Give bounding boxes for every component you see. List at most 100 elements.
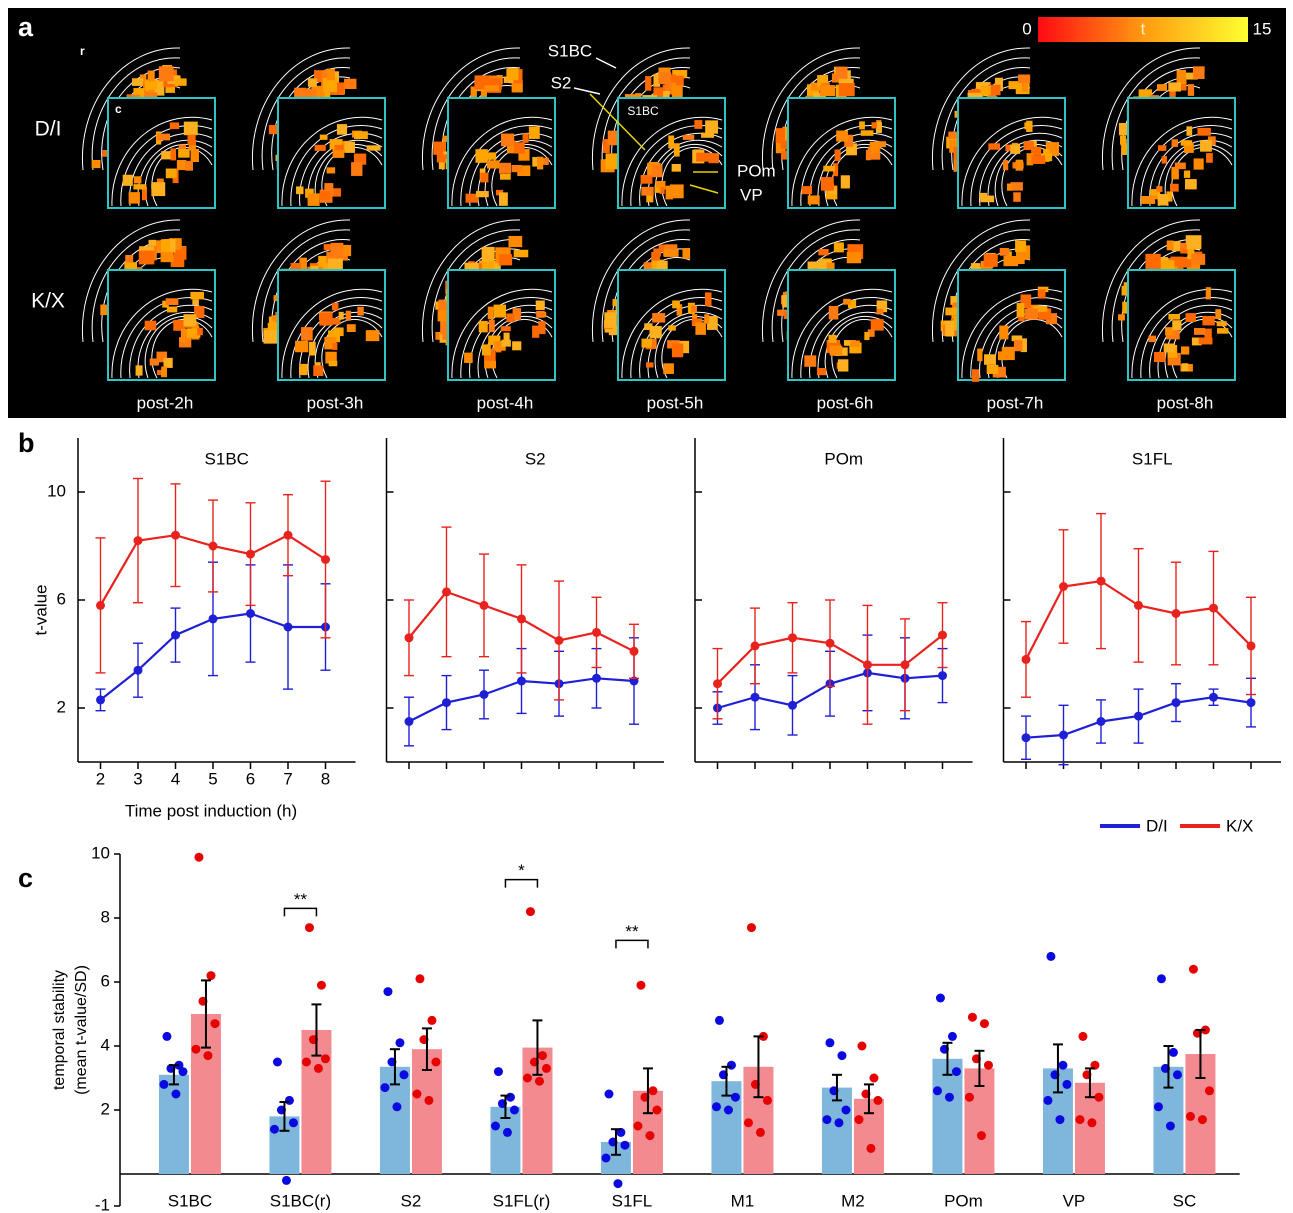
data-point [526,907,535,916]
activation [129,192,140,203]
activation [1181,346,1189,354]
activation [1018,74,1030,83]
chart-title: POm [824,449,863,468]
activation [335,145,344,150]
activation [178,149,190,158]
marker [134,536,143,545]
activation [1172,139,1178,147]
activation [185,161,193,171]
activation [489,320,495,332]
activation [1013,192,1021,202]
activation [514,142,525,153]
activation [170,122,179,129]
x-tick-label: POm [944,1191,983,1210]
data-point [412,1090,421,1099]
data-point [1157,974,1166,983]
activation [366,330,380,341]
activation [672,164,681,172]
colorbar-max: 15 [1253,19,1272,38]
activation [346,311,351,321]
activation [818,249,828,255]
y-axis-label: temporal stability [51,970,68,1090]
activation [646,362,654,367]
marker [901,660,910,669]
activation [1038,289,1046,298]
activation [1168,314,1180,320]
data-point [945,1093,954,1102]
activation [327,167,336,173]
activation [319,312,332,325]
panel-label: a [18,12,34,42]
activation [508,236,522,247]
time-label: post-7h [987,393,1044,412]
data-point [399,1070,408,1079]
data-point [724,1106,733,1115]
marker [480,601,489,610]
region-label: VP [740,185,763,204]
marker [713,679,722,688]
activation [170,148,176,160]
activation [1014,340,1023,351]
data-point [427,1016,436,1025]
data-point [763,1096,772,1105]
activation [839,83,855,96]
bar [159,1075,189,1174]
data-point [980,1019,989,1028]
y-tick-label: -1 [95,1195,110,1213]
activation [476,191,489,197]
marker [1209,604,1218,613]
data-point [491,1122,500,1131]
data-point [841,1106,850,1115]
data-point [984,1061,993,1070]
activation [309,342,316,356]
activation [1158,194,1169,206]
activation [327,69,335,81]
activation [1181,140,1192,146]
x-tick-label: SC [1173,1191,1197,1210]
data-point [866,1144,875,1153]
activation [532,326,539,338]
activation [313,365,323,376]
x-tick-label: 3 [133,769,142,788]
data-point [178,1067,187,1076]
activation [184,122,198,136]
data-point [194,853,203,862]
activation [295,341,308,352]
legend-label: K/X [1226,816,1253,835]
activation [301,327,313,340]
activation [1165,327,1173,335]
activation [529,126,540,139]
data-point [273,1058,282,1067]
marker [863,660,872,669]
marker [1097,717,1106,726]
activation [984,254,998,267]
activation [190,292,204,299]
marker [1209,693,1218,702]
activation [191,149,199,162]
activation [499,192,508,205]
activation [187,135,195,146]
data-point [633,1122,642,1131]
activation [977,349,982,362]
data-point [1087,1118,1096,1127]
x-tick-label: S1FL(r) [493,1191,551,1210]
region-label: S2 [551,73,572,92]
marker [1059,582,1068,591]
activation [1164,343,1175,352]
marker [405,633,414,642]
activation [644,323,652,330]
activation [499,163,511,174]
activation [808,195,820,204]
activation [181,329,187,343]
data-point [321,1054,330,1063]
line-chart: bS1BC26102345678Time post induction (h)t… [18,428,1253,835]
activation [683,135,695,140]
activation [157,134,170,141]
marker [1172,698,1181,707]
marker [630,647,639,656]
data-point [1078,1032,1087,1041]
activation [1185,179,1197,189]
activation [136,365,143,375]
data-point [206,971,215,980]
activation [296,186,303,194]
